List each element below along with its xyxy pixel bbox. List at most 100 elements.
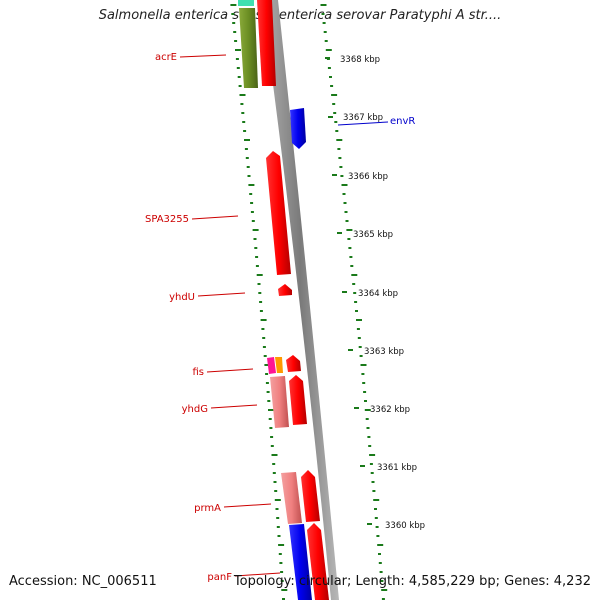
scale-tick [364,400,367,402]
label-SPA3255: SPA3255 [145,214,189,225]
scale-tick [356,319,362,321]
gc-tick [243,130,247,132]
gc-tick [259,301,263,303]
gc-tick [234,40,238,42]
gc-tick [263,355,267,357]
gc-tick [268,409,274,411]
scale-tick [375,526,379,528]
scale-tick [365,418,369,420]
scale-tick [325,49,332,51]
gc-tick [241,112,245,114]
gc-tick [231,13,235,15]
label-yhdG: yhdG [182,404,208,415]
gene-yhdU [278,284,292,296]
scale-tick [321,13,325,15]
scale-tick [378,562,382,564]
gene-labels: acrE envR SPA3255 yhdU fis yhdG prmA pan… [145,52,415,583]
scale-label: 3362 kbp [370,405,410,415]
gc-tick [247,175,251,177]
gc-tick [240,103,244,105]
scale-tick [333,112,337,114]
scale-tick [320,4,327,6]
gc-tick [258,292,262,294]
gc-tick [244,148,248,150]
gene-yhdG-pink [270,376,289,428]
gene-envR [290,108,306,149]
gc-tick [235,58,239,60]
gc-tick [272,463,276,465]
gc-tick [266,391,270,393]
label-panF: panF [207,572,232,583]
gc-tick [232,22,236,24]
gene-prmA-red [301,470,320,522]
scale-tick [377,544,384,546]
gc-tick [273,481,277,483]
scale-tick [373,499,380,501]
gc-tick [278,553,282,555]
scale-tick [337,148,341,150]
scale-tick [369,463,373,465]
label-prmA: prmA [194,503,221,514]
gc-tick [233,31,237,33]
scale-tick [347,238,351,240]
gc-tick [238,85,242,87]
scale-tick [379,571,383,573]
gc-tick [248,184,255,186]
gene-SPA3255 [266,151,291,275]
scale-tick [330,85,334,87]
scale-tick [356,328,360,330]
gc-tick [259,310,263,312]
scale-tick [324,40,328,42]
scale-tick [374,517,378,519]
scale-tick [345,220,349,222]
gc-tick [282,598,285,600]
scale-tick [357,337,361,339]
scale-tick [381,598,385,600]
scale-tick [329,76,332,78]
gc-tick [269,427,273,429]
gene-acrE-green [239,8,258,88]
scale-tick [335,130,339,132]
gc-tick [275,508,279,510]
map-title: Salmonella enterica subsp. enterica sero… [98,8,502,23]
gc-tick [262,337,266,339]
scale-tick [360,364,367,366]
gc-tick [246,166,250,168]
scale-tick [372,490,376,492]
gc-tick [265,373,269,375]
scale-tick [362,382,366,384]
gc-tick [265,382,269,384]
accession-text: Accession: NC_006511 [9,574,157,589]
gc-tick [261,328,265,330]
scale-tick [349,256,353,258]
label-acrE: acrE [155,52,177,63]
scale-tick [332,103,336,105]
gc-tick [244,139,250,141]
gc-tick [250,211,254,213]
scale-tick [344,211,348,213]
gc-tick [260,319,267,321]
scale-tick [358,346,362,348]
gene-fis-magenta [267,357,276,374]
gc-tick [239,94,246,96]
gc-tick [257,283,261,285]
gc-tick [237,76,241,78]
scale-tick [359,355,363,357]
scale-tick [327,67,331,69]
scale-tick [351,274,358,276]
gc-tick [252,229,259,231]
genome-backbone [262,0,339,600]
gc-tick [235,49,241,51]
gc-tick [255,265,259,267]
label-envR: envR [390,116,415,127]
gene-panF-red [307,523,329,600]
label-fis: fis [192,367,204,378]
gc-tick [262,346,266,348]
gene-teal [238,0,254,6]
scale-tick [353,292,357,294]
scale-tick [376,535,380,537]
scale-tick [338,157,342,159]
scale-tick [341,184,348,186]
scale-tick [346,229,353,231]
